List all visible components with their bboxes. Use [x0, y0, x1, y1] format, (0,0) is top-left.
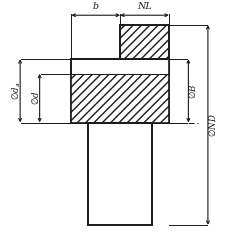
Text: $\varnothing$B: $\varnothing$B: [187, 83, 198, 98]
Text: $\varnothing$d$_a$: $\varnothing$d$_a$: [10, 82, 23, 100]
Text: $\varnothing$ND: $\varnothing$ND: [207, 113, 218, 137]
Bar: [71, 59, 169, 122]
Bar: [71, 74, 169, 122]
Bar: [71, 59, 169, 74]
Text: $\varnothing$d: $\varnothing$d: [30, 91, 42, 106]
Bar: [88, 122, 152, 225]
Text: NL: NL: [137, 2, 152, 11]
Bar: [120, 25, 169, 59]
Text: b: b: [93, 2, 99, 11]
